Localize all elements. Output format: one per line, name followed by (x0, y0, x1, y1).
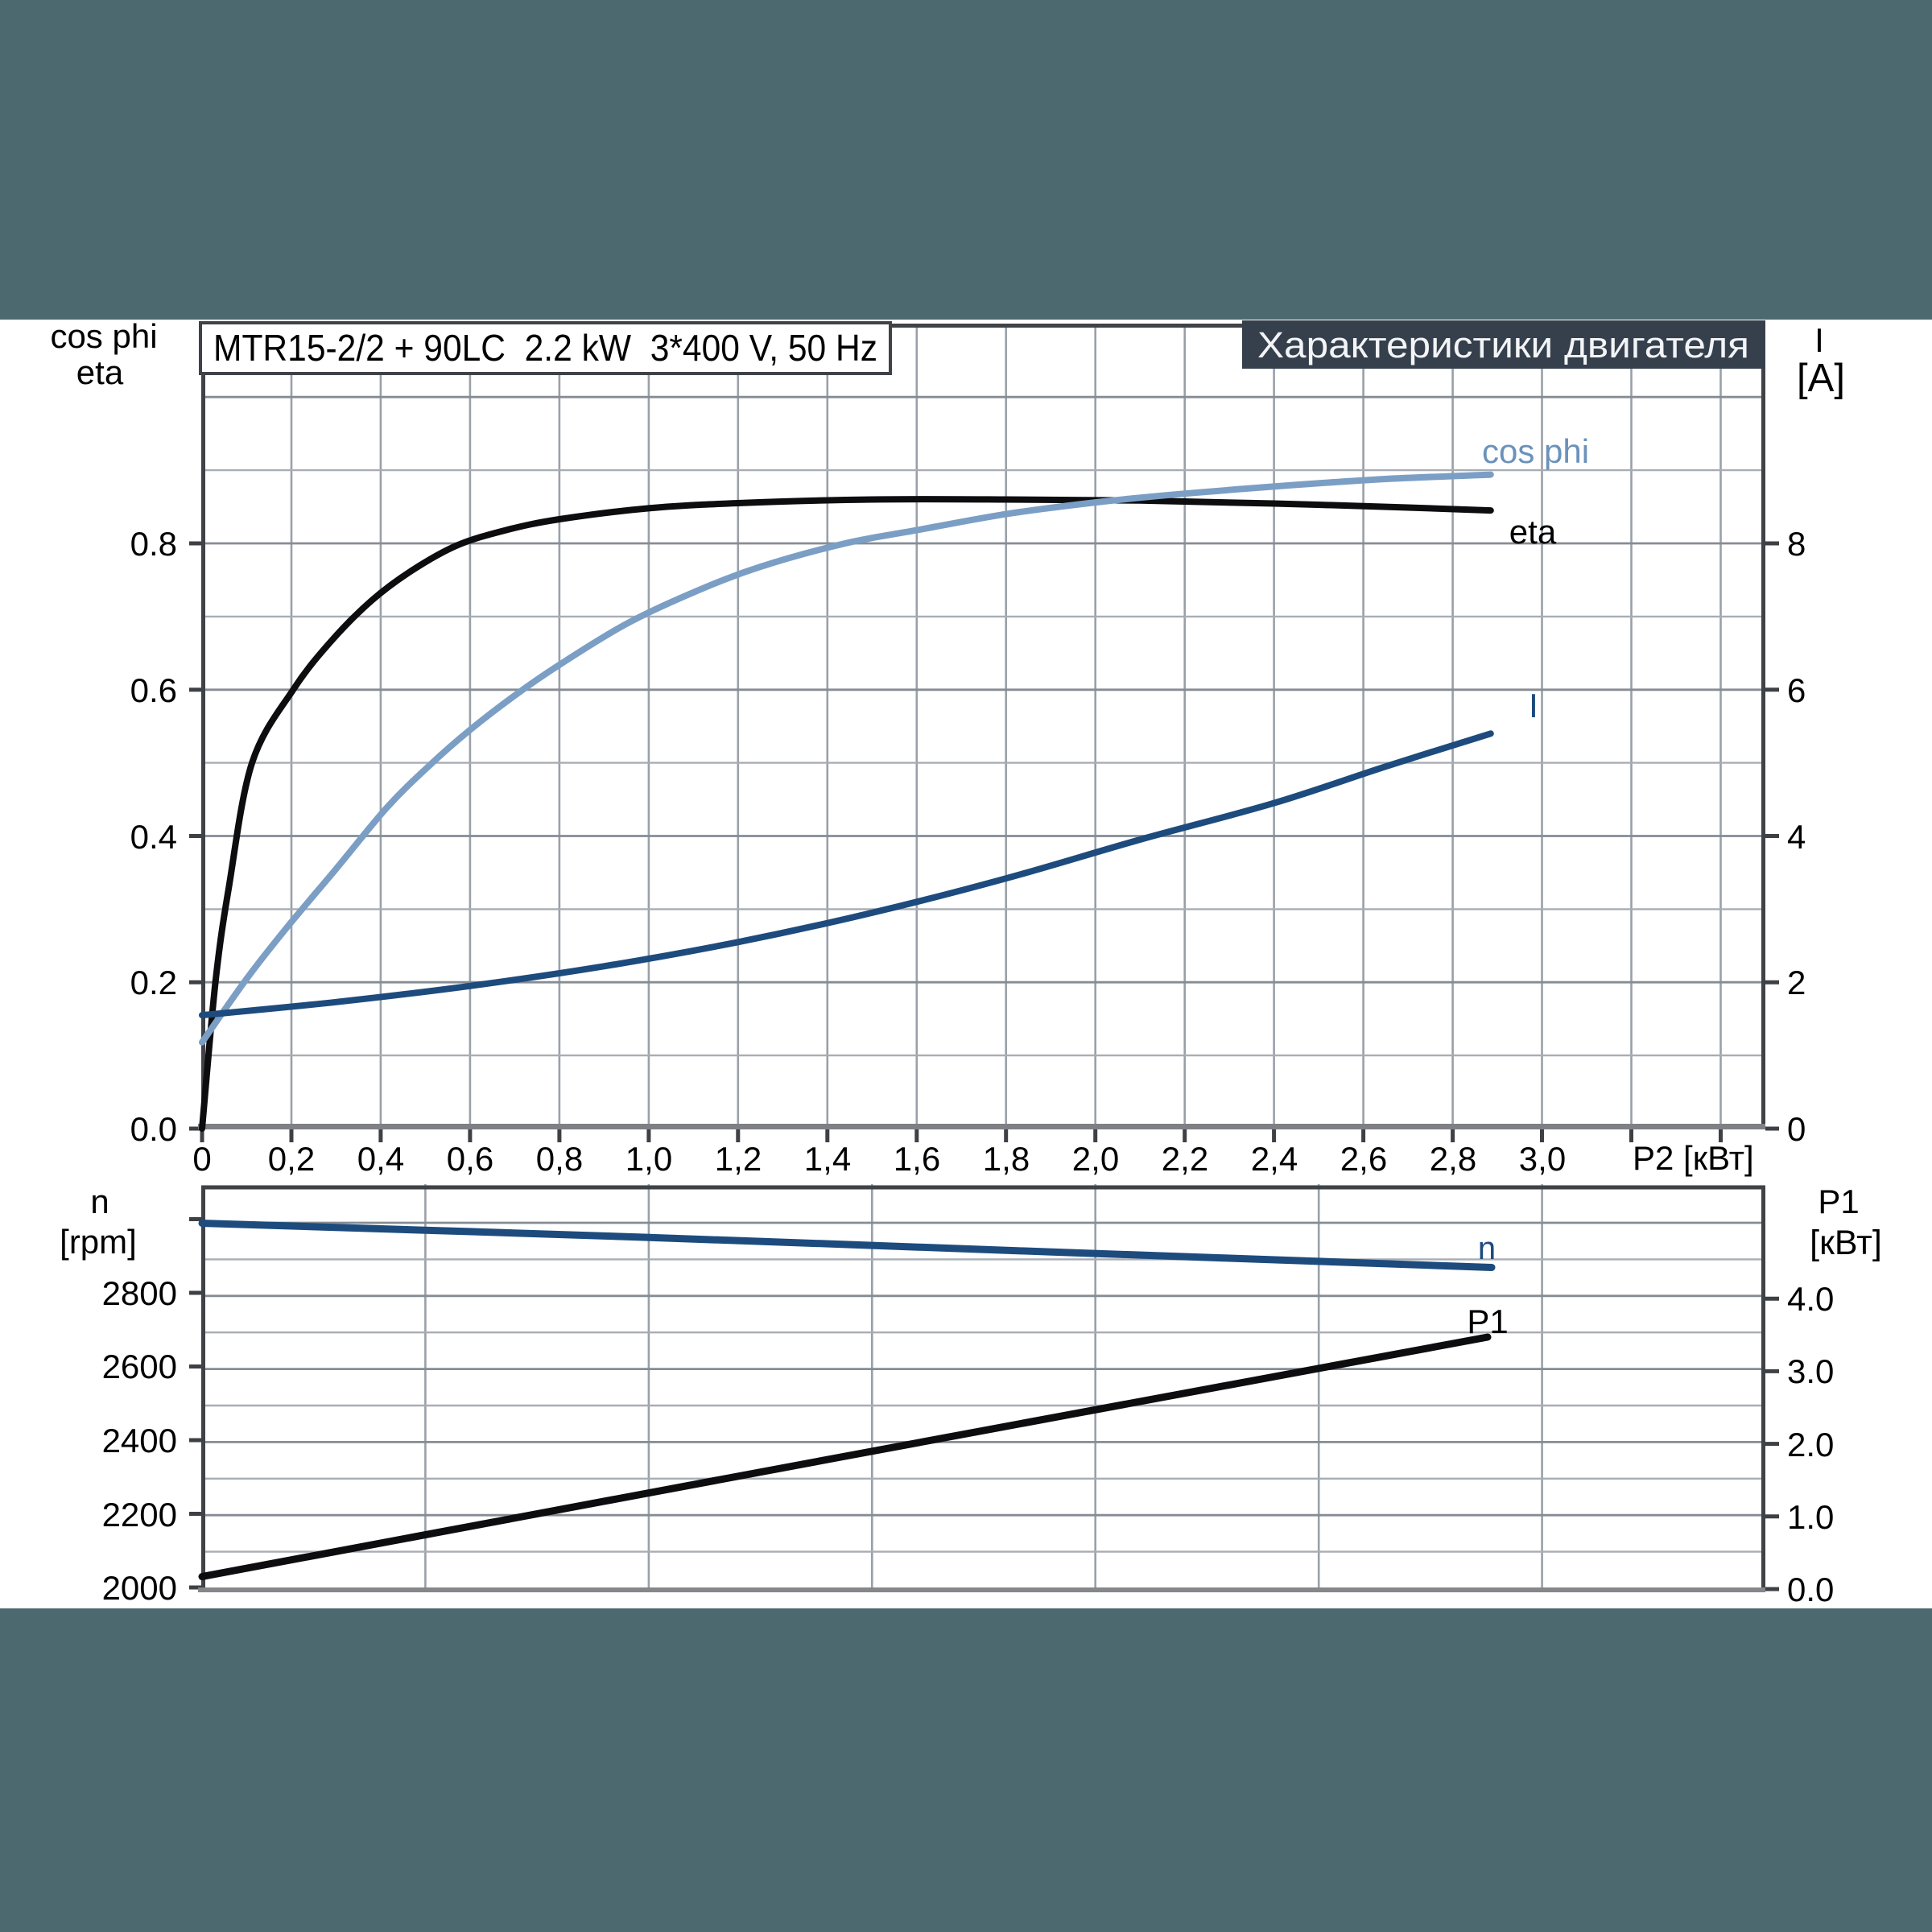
svg-text:n: n (1478, 1231, 1496, 1266)
svg-text:0,2: 0,2 (268, 1140, 315, 1178)
svg-text:0.2: 0.2 (130, 964, 177, 1001)
svg-text:2,2: 2,2 (1162, 1140, 1208, 1178)
svg-text:2,8: 2,8 (1430, 1140, 1476, 1178)
svg-text:2200: 2200 (102, 1496, 177, 1534)
svg-text:2600: 2600 (102, 1348, 177, 1385)
svg-text:0.6: 0.6 (130, 671, 177, 709)
svg-text:6: 6 (1787, 671, 1806, 709)
svg-text:4: 4 (1787, 818, 1806, 856)
svg-text:[кВт]: [кВт] (1810, 1224, 1882, 1262)
svg-text:Характеристики двигателя: Характеристики двигателя (1257, 324, 1749, 365)
svg-text:cos phi: cos phi (50, 317, 157, 355)
svg-text:1,0: 1,0 (625, 1140, 672, 1178)
svg-text:2800: 2800 (102, 1274, 177, 1312)
svg-text:0,6: 0,6 (447, 1140, 493, 1178)
svg-text:1,2: 1,2 (715, 1140, 762, 1178)
svg-text:2,4: 2,4 (1251, 1140, 1298, 1178)
svg-text:0: 0 (1787, 1110, 1806, 1148)
svg-text:0.4: 0.4 (130, 818, 177, 856)
svg-text:2.0: 2.0 (1787, 1426, 1834, 1463)
svg-text:P1: P1 (1467, 1302, 1508, 1340)
svg-text:0: 0 (192, 1140, 211, 1178)
svg-text:P2 [кВт]: P2 [кВт] (1633, 1139, 1754, 1177)
svg-text:1.0: 1.0 (1787, 1498, 1834, 1536)
svg-text:eta: eta (76, 353, 124, 391)
svg-text:1,8: 1,8 (983, 1140, 1030, 1178)
svg-text:2400: 2400 (102, 1422, 177, 1459)
svg-text:I: I (1814, 321, 1824, 359)
svg-text:2,6: 2,6 (1340, 1140, 1387, 1178)
svg-text:[rpm]: [rpm] (60, 1223, 137, 1261)
svg-text:0,8: 0,8 (536, 1140, 583, 1178)
svg-text:n: n (90, 1183, 109, 1220)
svg-text:[A]: [A] (1797, 357, 1845, 400)
svg-text:0,4: 0,4 (357, 1140, 404, 1178)
svg-text:8: 8 (1787, 525, 1806, 563)
svg-text:eta: eta (1509, 513, 1557, 551)
svg-text:I: I (1529, 687, 1538, 724)
svg-text:2,0: 2,0 (1072, 1140, 1119, 1178)
svg-text:2000: 2000 (102, 1569, 177, 1607)
svg-text:4.0: 4.0 (1787, 1280, 1834, 1318)
svg-text:2: 2 (1787, 964, 1806, 1001)
svg-text:P1: P1 (1818, 1183, 1859, 1220)
svg-text:0.0: 0.0 (1787, 1571, 1834, 1608)
svg-text:MTR15-2/2 + 90LC 2.2 kW 3*40: MTR15-2/2 + 90LC 2.2 kW 3*400 V, 50 Hz (213, 327, 877, 369)
svg-text:1,4: 1,4 (804, 1140, 851, 1178)
svg-text:1,6: 1,6 (894, 1140, 940, 1178)
svg-text:0.0: 0.0 (130, 1110, 177, 1148)
svg-text:cos phi: cos phi (1482, 432, 1589, 470)
svg-text:3,0: 3,0 (1519, 1140, 1566, 1178)
svg-text:3.0: 3.0 (1787, 1352, 1834, 1390)
svg-text:0.8: 0.8 (130, 525, 177, 563)
